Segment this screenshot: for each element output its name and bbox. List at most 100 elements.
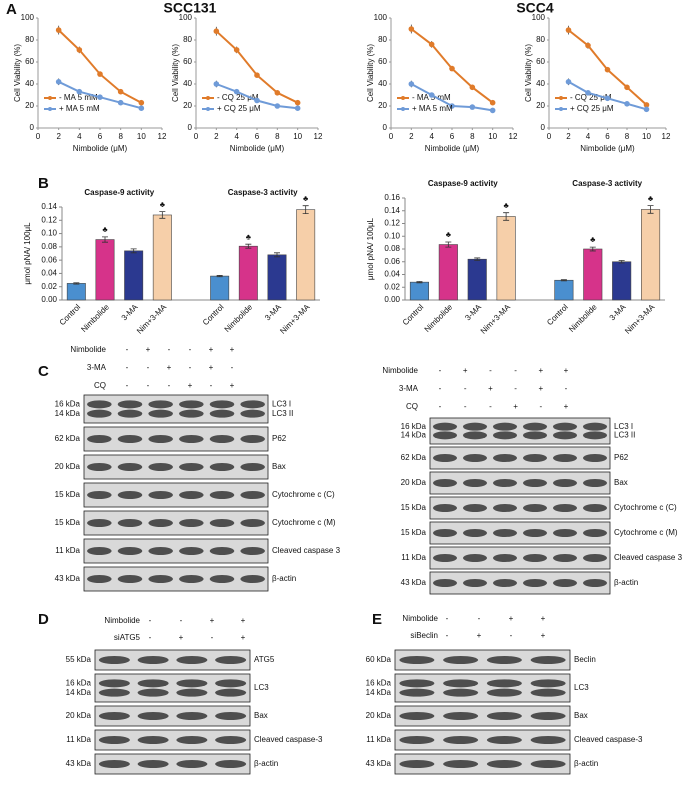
y-tick-label: 20 <box>378 101 387 110</box>
bar <box>496 216 516 301</box>
significance-marker: ♣ <box>102 225 108 234</box>
band <box>583 529 607 537</box>
blot-strip <box>429 546 611 570</box>
x-tick-label: 2 <box>566 132 571 141</box>
y-tick-label: 0.06 <box>41 255 57 264</box>
data-point <box>233 88 240 95</box>
bar <box>66 283 86 301</box>
band <box>148 519 173 527</box>
band <box>117 409 143 418</box>
band <box>443 679 479 688</box>
protein-label: LC3 <box>254 683 269 692</box>
band <box>148 400 173 409</box>
legend-swatch <box>401 96 405 100</box>
y-tick-label: 0.04 <box>384 270 400 279</box>
band <box>215 656 247 664</box>
protein-label: LC3 I <box>272 399 291 408</box>
band <box>137 760 169 768</box>
mw-marker: 14 kDa <box>66 688 92 697</box>
mw-marker: 20 kDa <box>366 711 392 720</box>
band <box>583 454 607 462</box>
protein-label: Bax <box>614 478 628 487</box>
band <box>240 491 265 499</box>
band <box>148 547 173 555</box>
x-tick-label: 12 <box>509 132 518 141</box>
error-bar <box>560 279 567 282</box>
treatment-sign: + <box>146 345 151 354</box>
band <box>493 529 517 537</box>
significance-marker: ♣ <box>648 194 654 203</box>
treatment-label: CQ <box>406 402 418 411</box>
x-tick-label: 6 <box>98 132 103 141</box>
band <box>209 400 235 409</box>
treatment-sign: - <box>439 384 442 393</box>
band <box>240 463 265 471</box>
treatment-sign: + <box>538 366 543 375</box>
mw-marker: 16 kDa <box>366 678 392 687</box>
treatment-sign: - <box>126 345 129 354</box>
blot-strip <box>394 649 571 671</box>
significance-marker: ♣ <box>303 194 309 203</box>
band <box>209 519 235 527</box>
band <box>523 454 547 462</box>
protein-label: Bax <box>254 711 268 720</box>
data-point <box>565 27 572 33</box>
band <box>530 688 566 697</box>
data-point <box>294 105 301 111</box>
data-point <box>408 26 415 32</box>
data-point <box>138 105 145 111</box>
treatment-sign: - <box>489 366 492 375</box>
treatment-sign: + <box>241 616 246 625</box>
mw-marker: 11 kDa <box>366 735 391 744</box>
y-tick-label: 80 <box>378 35 387 44</box>
treatment-sign: - <box>464 384 467 393</box>
legend-label: - MA 5 mM <box>59 93 98 102</box>
band <box>240 409 265 418</box>
blot-strip <box>83 454 269 480</box>
x-tick-label: 0 <box>547 132 552 141</box>
treatment-sign: + <box>538 384 543 393</box>
treatment-sign: + <box>241 633 246 642</box>
band <box>433 579 457 587</box>
band <box>87 547 112 555</box>
x-tick-label: 0 <box>36 132 41 141</box>
band <box>176 679 208 688</box>
data-point <box>469 104 476 110</box>
x-tick-label: Nimbolide <box>423 302 455 334</box>
band <box>463 431 487 440</box>
mw-marker: 43 kDa <box>66 759 92 768</box>
protein-label: Cytochrome c (C) <box>614 503 677 512</box>
band <box>486 679 522 688</box>
error-bar <box>416 281 423 284</box>
y-axis-label: μmol pNA/ 100μL <box>366 217 375 280</box>
treatment-sign: - <box>539 402 542 411</box>
band <box>87 575 112 583</box>
protein-label: β-actin <box>254 759 278 768</box>
band <box>486 712 522 720</box>
y-tick-label: 40 <box>536 79 545 88</box>
band <box>463 504 487 512</box>
treatment-sign: - <box>126 363 129 372</box>
y-tick-label: 0.00 <box>41 295 57 304</box>
protein-label: Cleaved caspase 3 <box>272 546 341 555</box>
band <box>523 422 547 431</box>
band <box>148 435 173 443</box>
treatment-sign: + <box>230 345 235 354</box>
data-point <box>274 90 281 96</box>
mw-marker: 20 kDa <box>401 478 427 487</box>
band <box>433 431 457 440</box>
band <box>137 679 169 688</box>
treatment-sign: - <box>210 381 213 390</box>
y-tick-label: 80 <box>25 35 34 44</box>
band <box>553 431 577 440</box>
mw-marker: 55 kDa <box>66 655 92 664</box>
protein-label: Cleaved caspase 3 <box>614 553 683 562</box>
y-tick-label: 20 <box>536 101 545 110</box>
mw-marker: 11 kDa <box>55 546 80 555</box>
band <box>463 529 487 537</box>
band <box>523 504 547 512</box>
blot-strip <box>429 471 611 495</box>
data-point <box>624 101 630 107</box>
band <box>117 463 143 471</box>
treatment-sign: - <box>231 363 234 372</box>
